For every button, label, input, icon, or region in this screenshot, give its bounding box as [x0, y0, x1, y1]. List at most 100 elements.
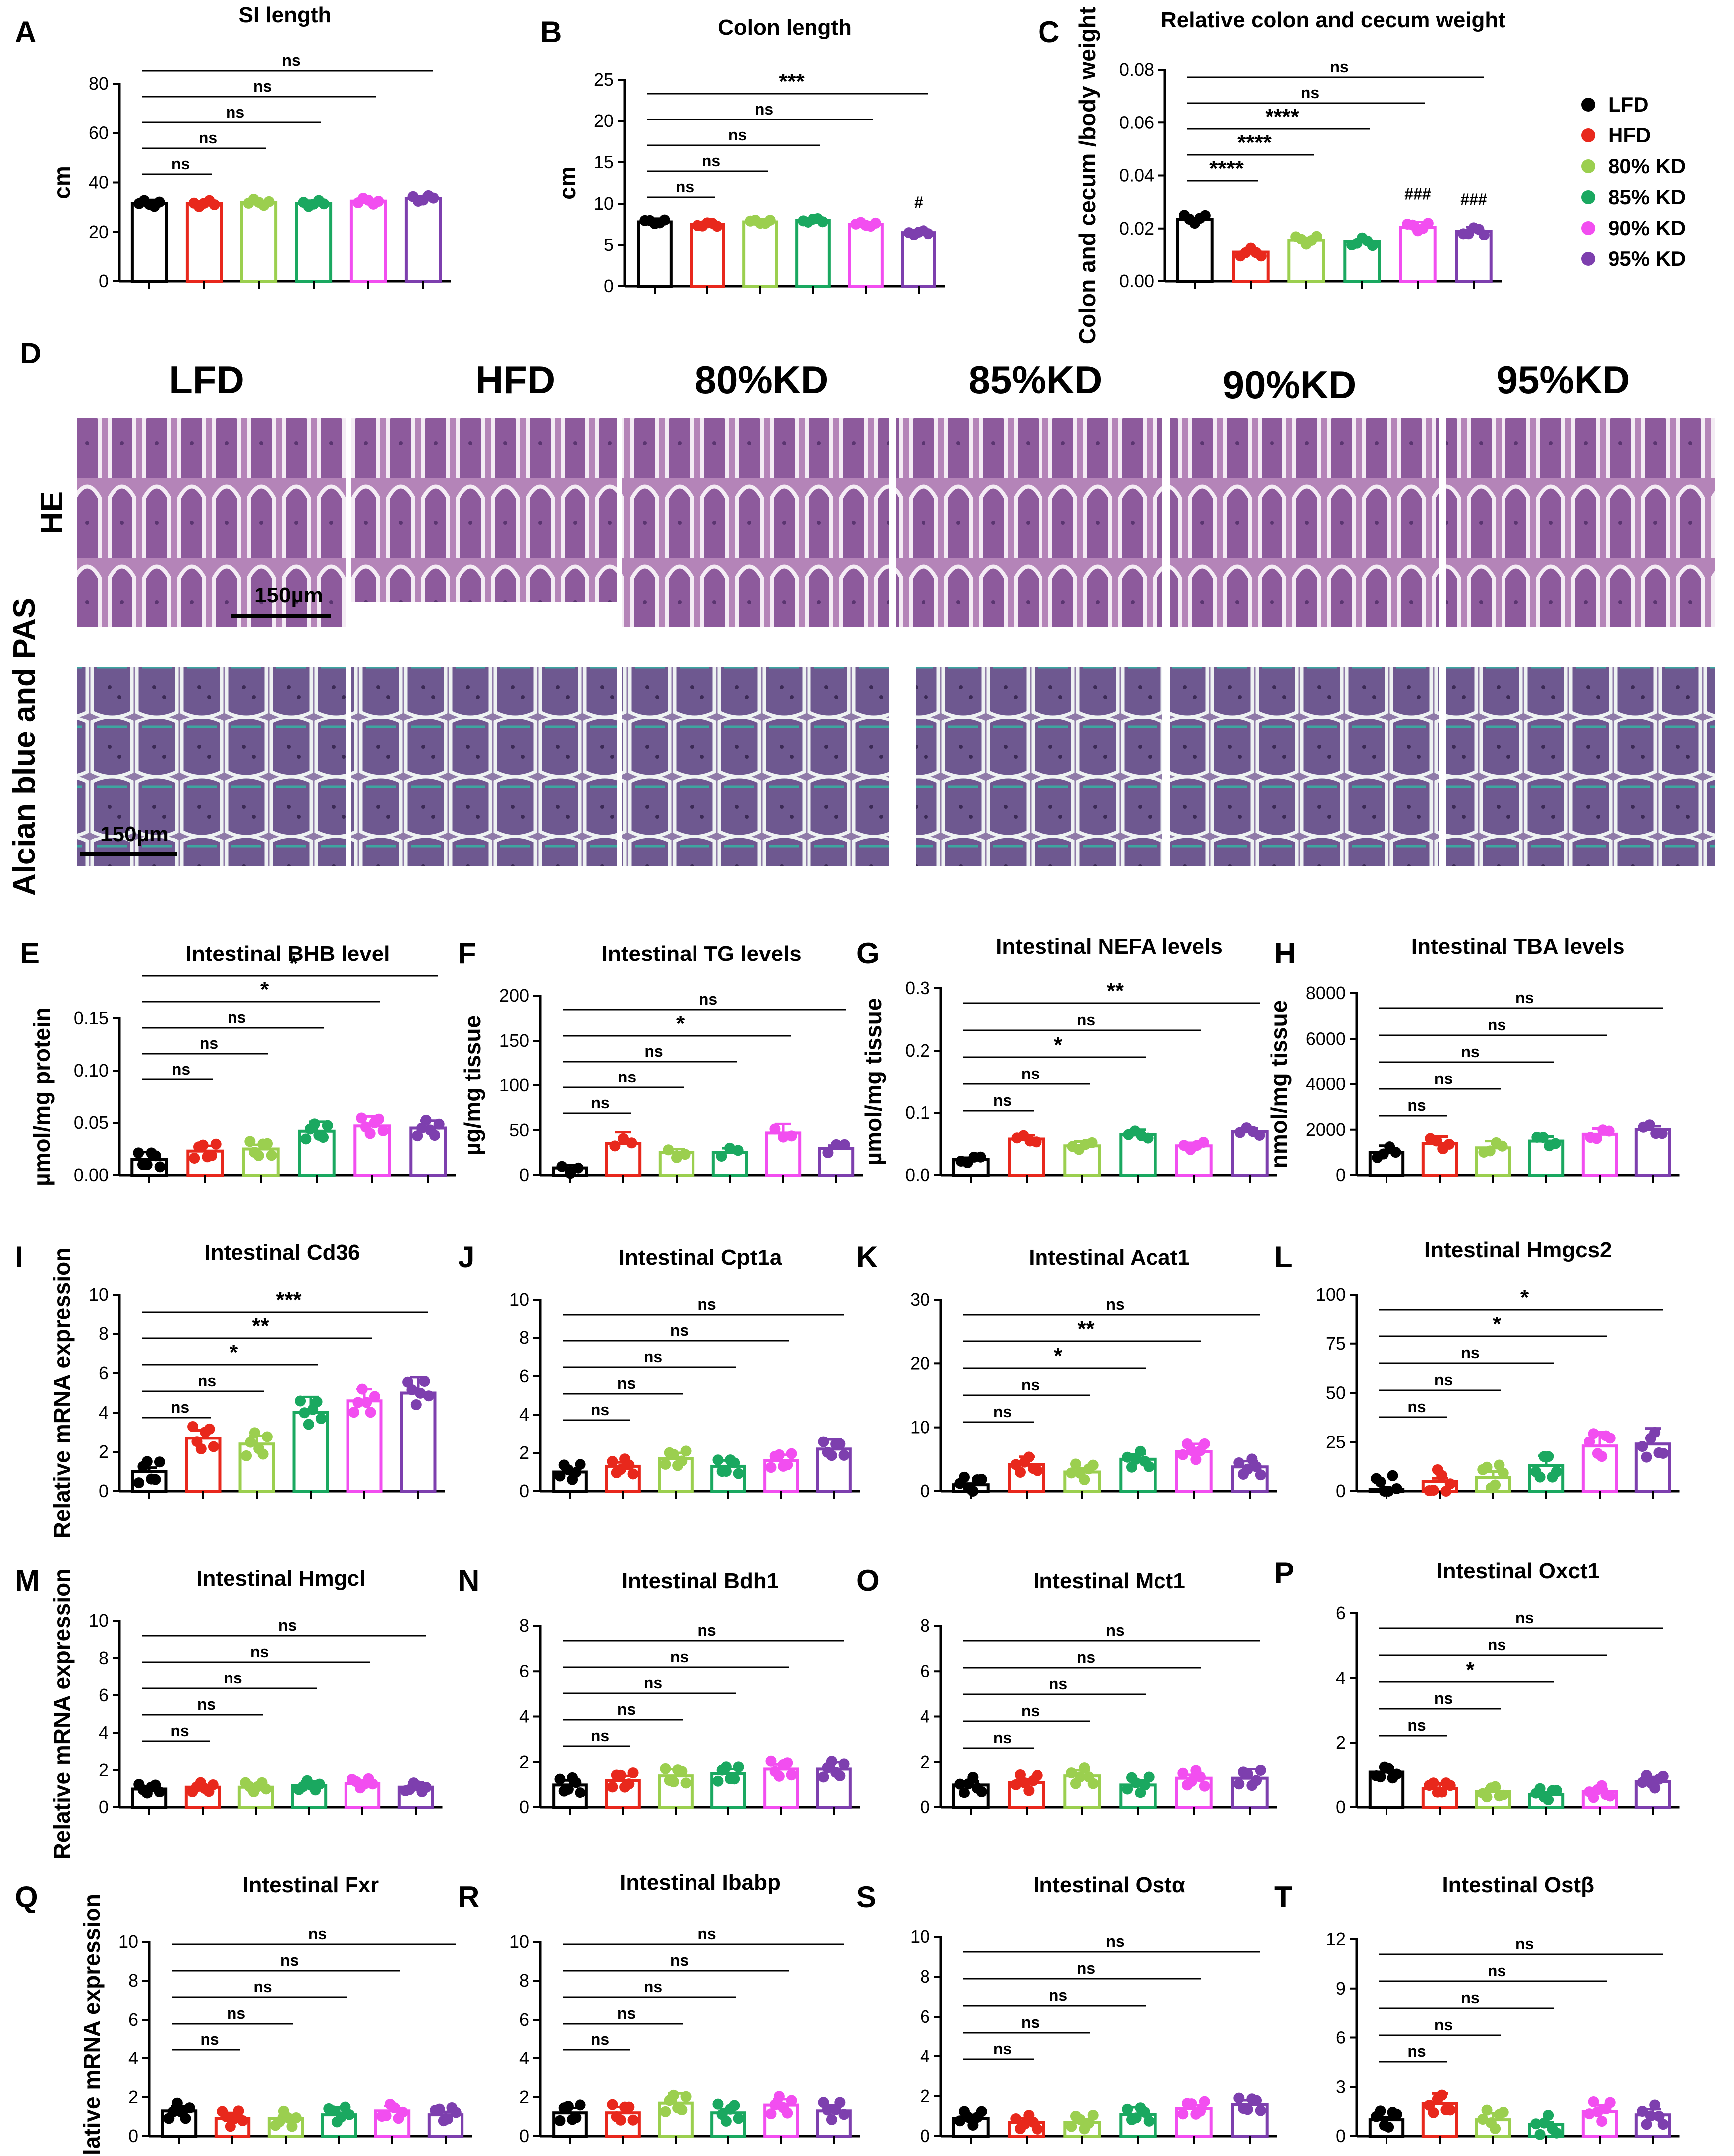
data-point [282, 2112, 294, 2123]
y-tick-label: 10 [509, 1289, 529, 1310]
bar-85kd [795, 219, 831, 288]
chart-panel-h: H Intestinal TBA levels 0 2000 4000 6000 8000 n… [1266, 934, 1680, 1185]
bar-95kd [901, 231, 936, 288]
significance-label: ns [617, 1700, 636, 1718]
y-axis-label: µg/mg tissue [460, 1015, 485, 1156]
legend-label: 90% KD [1608, 216, 1686, 240]
data-point [1481, 1461, 1493, 1473]
y-tick-label: 0 [519, 2126, 529, 2146]
data-point [1010, 2113, 1022, 2125]
y-tick-label: 8 [128, 1970, 138, 1991]
data-point [958, 1471, 970, 1483]
group-label-90kd: 90%KD [1223, 363, 1357, 407]
data-point [1391, 1768, 1402, 1780]
data-point [1391, 2109, 1402, 2120]
y-tick-label: 0.3 [905, 978, 930, 998]
data-point [1177, 1449, 1189, 1460]
y-tick-label: 2 [519, 1752, 529, 1772]
data-point [1551, 1785, 1562, 1796]
bar-85kd [295, 202, 333, 283]
y-axis-label: nmol/mg tissue [1266, 1000, 1292, 1168]
data-point [348, 1407, 360, 1418]
data-point [1375, 2105, 1386, 2117]
data-point [732, 1145, 744, 1156]
significance-label: ns [1461, 1043, 1479, 1061]
y-tick-label: 6 [519, 1366, 529, 1386]
data-point [712, 1454, 724, 1466]
significance-label: * [289, 952, 298, 976]
panel-letter-i: I [15, 1240, 23, 1274]
y-tick-label: 0 [99, 1797, 109, 1817]
data-point [627, 1468, 639, 1480]
significance-label: ns [644, 1042, 663, 1060]
data-point [565, 1168, 576, 1179]
data-point [318, 198, 330, 210]
data-point [1367, 240, 1378, 251]
data-point [834, 1770, 846, 1781]
chart-title: Relative colon and cecum weight [1161, 8, 1505, 32]
data-point [562, 2101, 574, 2112]
data-point [1641, 2119, 1652, 2130]
data-point [1086, 1137, 1098, 1148]
significance-label: ns [993, 2040, 1012, 2058]
data-point [1074, 1771, 1086, 1783]
data-point [249, 1427, 260, 1438]
y-tick-label: 4 [519, 1706, 529, 1727]
data-point [406, 1384, 418, 1396]
data-point [274, 2116, 285, 2127]
data-point [1641, 1451, 1652, 1463]
data-point [261, 1431, 273, 1442]
legend-item-90kd: 90% KD [1581, 216, 1686, 240]
chart-panel-g: G Intestinal NEFA levels 0.0 0.1 0.2 0.3 µmol/… [856, 934, 1277, 1185]
data-point [618, 1133, 629, 1144]
data-point [1603, 1125, 1615, 1137]
y-tick-label: 100 [1316, 1284, 1346, 1305]
data-point [716, 1150, 727, 1162]
data-point [1130, 1777, 1142, 1789]
data-point [838, 1449, 850, 1461]
data-point [773, 1449, 785, 1460]
data-point [680, 1445, 692, 1457]
data-point [433, 1118, 445, 1130]
data-point [1031, 1136, 1042, 1148]
data-point [1311, 231, 1322, 242]
group-label-hfd: HFD [475, 358, 555, 402]
data-point [1391, 1483, 1402, 1494]
y-tick-label: 0 [99, 271, 109, 291]
data-point [133, 1147, 144, 1159]
data-point [154, 1786, 165, 1797]
y-tick-label: 4 [920, 2046, 930, 2066]
panel-letter-o: O [856, 1564, 880, 1597]
data-point [311, 1396, 323, 1408]
y-tick-label: 100 [499, 1075, 529, 1095]
significance-label: ns [644, 1674, 662, 1692]
data-point [241, 1450, 252, 1461]
data-point [1074, 2114, 1086, 2125]
ab-image-95kd [1446, 667, 1715, 866]
data-point [1023, 1785, 1035, 1796]
data-point [729, 1457, 740, 1469]
data-point [729, 1773, 740, 1785]
data-point [818, 1771, 829, 1783]
significance-label: ns [280, 1951, 299, 1969]
significance-label: * [676, 1011, 685, 1036]
panel-letter-a: A [15, 15, 36, 49]
y-tick-label: 10 [89, 1610, 109, 1631]
significance-label: ns [617, 1374, 636, 1392]
data-point [263, 196, 275, 207]
significance-label: ns [699, 990, 717, 1008]
data-point [1242, 2104, 1253, 2115]
data-point [1233, 2092, 1245, 2104]
legend-marker [1581, 252, 1595, 266]
data-point [1143, 1771, 1155, 1783]
data-point [1255, 250, 1267, 262]
significance-label: ns [697, 1295, 716, 1313]
data-point [1436, 2089, 1448, 2101]
data-point [1498, 1789, 1509, 1800]
y-tick-label: 8 [519, 1970, 529, 1991]
significance-label: ns [1106, 1621, 1124, 1639]
significance-label: ns [670, 1951, 689, 1969]
data-point [1543, 2110, 1554, 2121]
